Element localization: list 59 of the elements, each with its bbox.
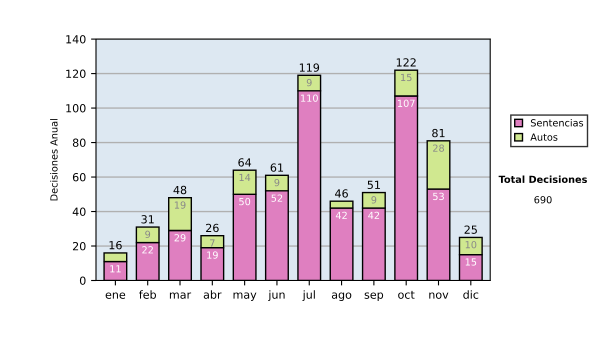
data-label: 9 (145, 230, 150, 238)
x-tick-label: jul (302, 290, 315, 301)
legend-label: Sentencias (530, 118, 584, 127)
y-tick-label: 20 (72, 242, 86, 250)
data-label: 9 (274, 178, 280, 186)
data-label: 7 (210, 239, 215, 247)
total-label: 61 (270, 163, 283, 172)
data-label: 28 (433, 144, 444, 152)
y-tick-label: 60 (72, 173, 86, 182)
x-tick-label: jun (268, 290, 285, 301)
data-label: 11 (110, 265, 121, 272)
x-tick-label: mar (170, 292, 192, 299)
data-label: 15 (466, 258, 476, 266)
text: Total Decisiones (498, 175, 587, 184)
data-label: 42 (336, 212, 347, 219)
y-tick-label: 80 (72, 138, 86, 147)
data-label: 110 (301, 94, 318, 102)
legend-label: Autos (530, 134, 558, 141)
x-tick-label: ene (106, 292, 126, 299)
data-label: 9 (371, 196, 376, 204)
data-label: 9 (306, 78, 312, 86)
data-label: 50 (239, 198, 250, 206)
data-label: 15 (401, 74, 412, 82)
x-tick-label: dic (463, 290, 478, 299)
y-tick-label: 120 (66, 70, 86, 78)
x-tick-label: ago (332, 292, 352, 301)
text: 690 (534, 196, 552, 204)
total-label: 46 (335, 189, 348, 198)
y-tick-label: 140 (66, 35, 86, 44)
data-label: 10 (466, 241, 476, 248)
data-label: 42 (368, 212, 380, 219)
data-label: 29 (174, 234, 186, 242)
y-tick-label: 100 (66, 104, 86, 112)
y-tick-label: 40 (72, 208, 86, 216)
y-tick-label: 0 (80, 276, 86, 285)
total-label: 119 (300, 63, 320, 72)
x-tick-label: sep (364, 292, 384, 301)
data-label: 14 (240, 174, 250, 181)
x-tick-label: oct (398, 290, 415, 299)
total-label: 51 (368, 180, 380, 190)
x-tick-label: may (234, 292, 256, 301)
data-label: 19 (174, 201, 186, 209)
total-label: 81 (432, 128, 445, 138)
total-label: 25 (464, 225, 477, 234)
data-label: 53 (433, 192, 444, 200)
x-tick-label: nov (429, 292, 448, 299)
total-label: 31 (141, 215, 154, 224)
x-tick-label: feb (139, 290, 156, 299)
total-label: 16 (110, 240, 122, 250)
total-label: 48 (173, 186, 186, 194)
total-label: 64 (238, 158, 252, 167)
data-label: 52 (272, 194, 282, 202)
data-label: 22 (142, 246, 153, 254)
total-label: 122 (396, 58, 416, 66)
data-label: 107 (398, 100, 415, 107)
total-label: 26 (206, 224, 219, 232)
data-label: 19 (207, 251, 218, 259)
x-tick-label: abr (204, 290, 222, 299)
y-axis-title: Decisiones Anual (50, 119, 58, 200)
